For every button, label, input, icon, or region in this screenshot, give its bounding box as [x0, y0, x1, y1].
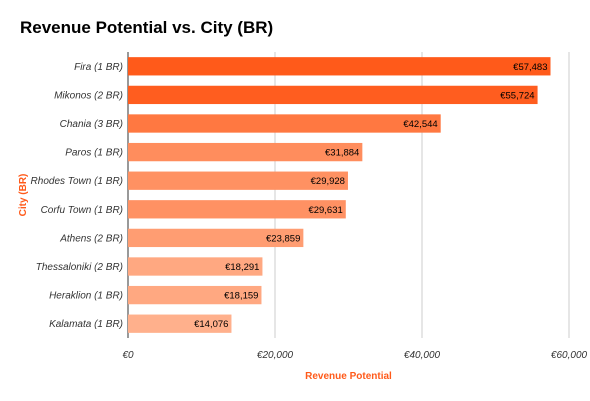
chart-title: Revenue Potential vs. City (BR): [20, 18, 274, 37]
data-label: €42,544: [403, 119, 437, 130]
x-axis-title: Revenue Potential: [305, 371, 392, 382]
x-tick-label: €0: [122, 350, 134, 361]
data-label: €57,483: [513, 62, 547, 73]
bar: [128, 200, 346, 219]
bar: [128, 142, 363, 162]
bar: [128, 85, 538, 105]
y-axis-title: City (BR): [18, 174, 29, 217]
data-label: €23,859: [266, 233, 300, 244]
data-label: €14,076: [194, 319, 228, 330]
data-label: €29,928: [311, 176, 345, 187]
x-tick-label: €20,000: [257, 350, 294, 361]
category-label: Kalamata (1 BR): [49, 319, 123, 330]
bar: [128, 314, 232, 333]
bar: [128, 285, 262, 305]
bar: [128, 114, 441, 133]
category-label: Chania (3 BR): [60, 119, 123, 130]
category-label: Corfu Town (1 BR): [41, 205, 123, 216]
category-label: Athens (2 BR): [59, 233, 123, 244]
data-label: €18,291: [225, 262, 259, 273]
data-label: €31,884: [325, 148, 359, 159]
data-label: €55,724: [500, 90, 534, 101]
bar: [128, 257, 263, 276]
x-tick-label: €40,000: [404, 350, 441, 361]
category-label: Heraklion (1 BR): [49, 291, 123, 302]
bar: [128, 228, 304, 248]
bar: [128, 57, 551, 76]
data-label: €29,631: [308, 205, 342, 216]
bar: [128, 171, 348, 190]
data-label: €18,159: [224, 291, 258, 302]
x-tick-label: €60,000: [551, 350, 588, 361]
category-label: Rhodes Town (1 BR): [31, 176, 123, 187]
category-label: Thessaloniki (2 BR): [36, 262, 123, 273]
category-label: Mikonos (2 BR): [54, 90, 123, 101]
category-label: Paros (1 BR): [65, 148, 123, 159]
category-label: Fira (1 BR): [74, 62, 123, 73]
